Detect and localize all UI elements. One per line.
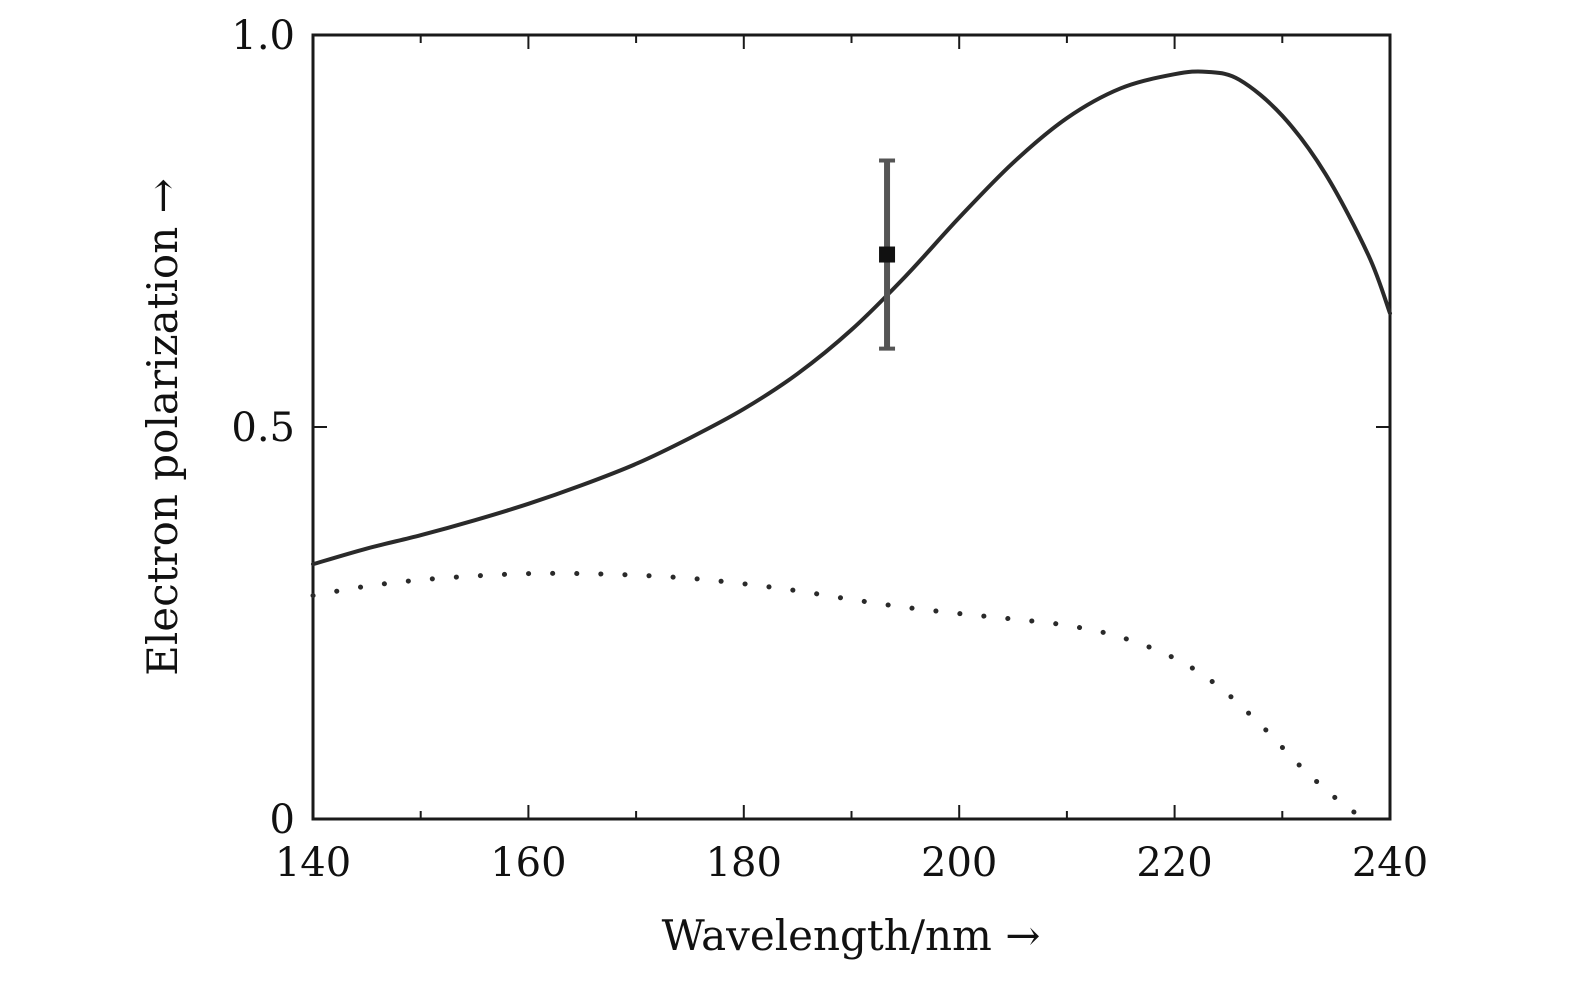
y-tick-label: 0.5: [231, 405, 295, 451]
x-tick-label: 220: [1136, 840, 1212, 886]
x-tick-label: 140: [275, 840, 351, 886]
x-tick-label: 240: [1352, 840, 1428, 886]
axis-ticks: [312, 34, 1391, 820]
dotted-series-line: [310, 570, 1371, 822]
error-bars: [879, 158, 896, 351]
y-tick-label: 1.0: [231, 13, 295, 59]
tick-labels: 140 160 180 200 220 240 0 0.5 1.0: [231, 13, 1428, 886]
data-point: [879, 246, 896, 263]
x-tick-label: 200: [921, 840, 997, 886]
solid-series-line: [311, 69, 1392, 567]
x-tick-label: 160: [490, 840, 566, 886]
plot-frame: [311, 33, 1392, 821]
x-tick-label: 180: [706, 840, 782, 886]
y-tick-label: 0: [270, 797, 295, 843]
series-group: [310, 69, 1392, 822]
x-axis-label: Wavelength/nm →: [662, 911, 1041, 960]
y-axis-label: Electron polarization →: [138, 178, 187, 676]
